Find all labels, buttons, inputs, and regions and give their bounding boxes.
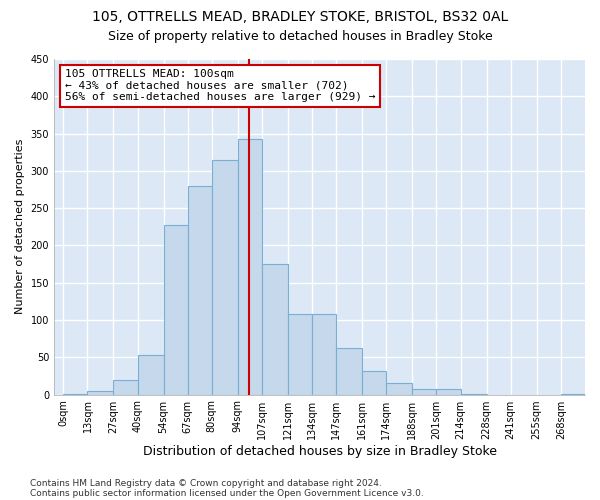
Bar — [436, 390, 461, 394]
Bar — [113, 380, 137, 394]
Text: 105, OTTRELLS MEAD, BRADLEY STOKE, BRISTOL, BS32 0AL: 105, OTTRELLS MEAD, BRADLEY STOKE, BRIST… — [92, 10, 508, 24]
Bar — [386, 382, 412, 394]
Bar — [137, 355, 164, 395]
Text: 105 OTTRELLS MEAD: 100sqm
← 43% of detached houses are smaller (702)
56% of semi: 105 OTTRELLS MEAD: 100sqm ← 43% of detac… — [65, 69, 375, 102]
Bar — [288, 314, 312, 394]
Y-axis label: Number of detached properties: Number of detached properties — [15, 139, 25, 314]
X-axis label: Distribution of detached houses by size in Bradley Stoke: Distribution of detached houses by size … — [143, 444, 497, 458]
Bar — [164, 224, 188, 394]
Bar — [188, 186, 212, 394]
Bar — [336, 348, 362, 395]
Bar — [212, 160, 238, 394]
Bar — [262, 264, 288, 394]
Bar — [312, 314, 336, 394]
Bar — [238, 139, 262, 394]
Text: Contains HM Land Registry data © Crown copyright and database right 2024.: Contains HM Land Registry data © Crown c… — [30, 478, 382, 488]
Bar — [88, 391, 113, 394]
Bar — [412, 390, 436, 394]
Text: Contains public sector information licensed under the Open Government Licence v3: Contains public sector information licen… — [30, 488, 424, 498]
Text: Size of property relative to detached houses in Bradley Stoke: Size of property relative to detached ho… — [107, 30, 493, 43]
Bar — [362, 370, 386, 394]
